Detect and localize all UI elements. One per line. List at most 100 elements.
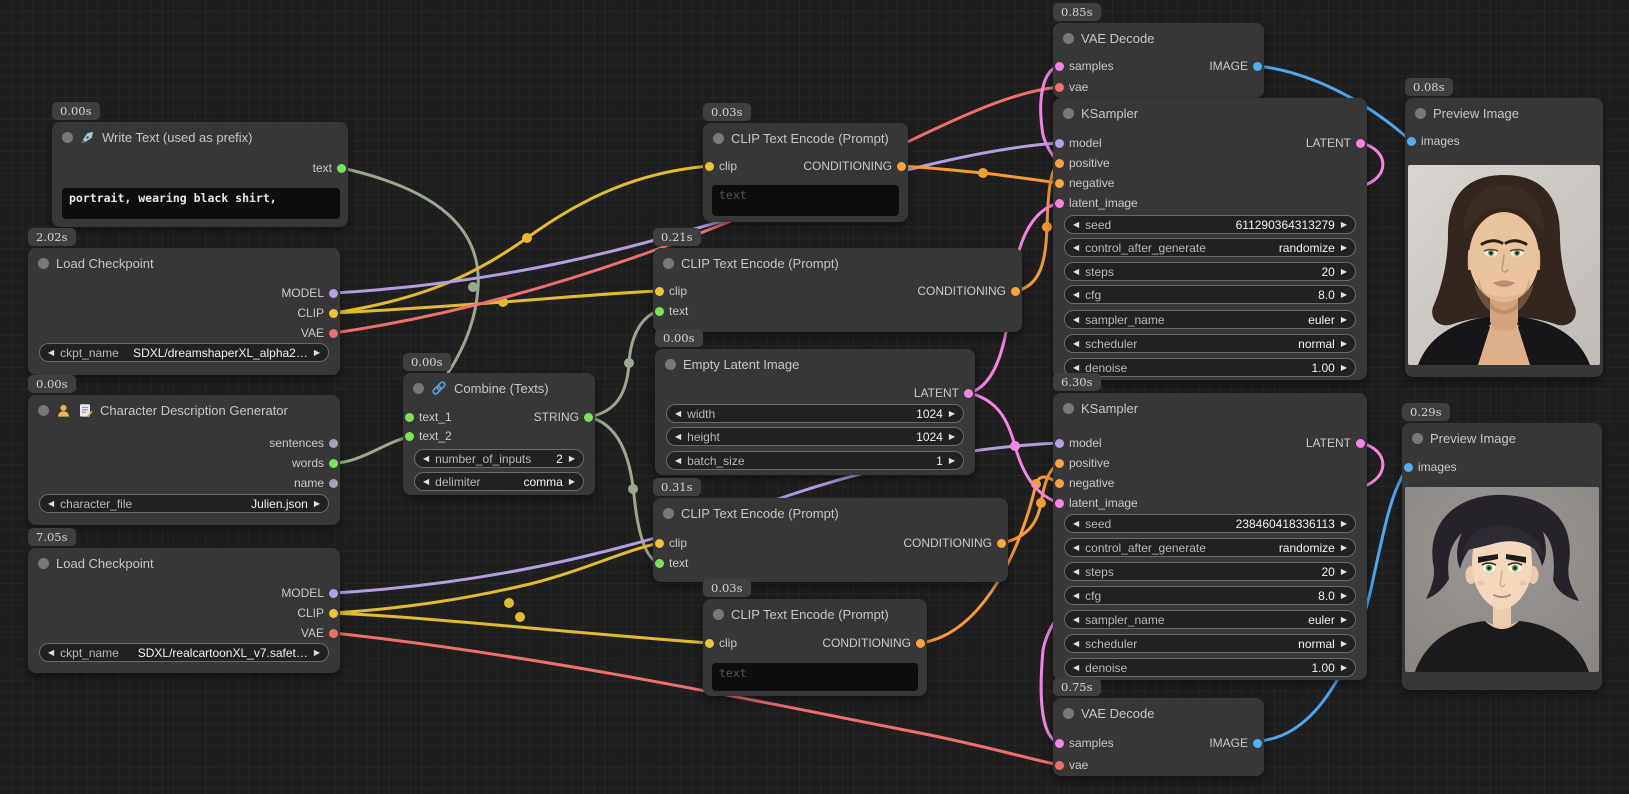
widget-delimiter[interactable]: ◀ delimiter comma ▶ <box>414 472 584 491</box>
node-preview-image-2[interactable]: 0.29s Preview Image images <box>1402 403 1602 690</box>
widget-height[interactable]: ◀ height 1024 ▶ <box>666 427 964 446</box>
node-combine-texts[interactable]: 0.00s Combine (Texts) text_1 text_2 STRING ◀… <box>403 353 595 495</box>
sentences-output-port[interactable] <box>329 438 338 448</box>
CONDITIONING-output-port[interactable] <box>997 538 1006 548</box>
widget-prev-arrow-icon[interactable]: ◀ <box>1073 519 1080 528</box>
widget-next-arrow-icon[interactable]: ▶ <box>568 477 575 486</box>
STRING-output-port[interactable] <box>584 412 593 422</box>
widget-prev-arrow-icon[interactable]: ◀ <box>423 477 430 486</box>
node-load-checkpoint-2[interactable]: 7.05s Load Checkpoint MODEL CLIP VAE ◀ ckpt_na… <box>28 528 340 673</box>
widget-prev-arrow-icon[interactable]: ◀ <box>1073 220 1080 229</box>
widget-prev-arrow-icon[interactable]: ◀ <box>423 454 430 463</box>
widget-prev-arrow-icon[interactable]: ◀ <box>1073 663 1080 672</box>
widget-seed[interactable]: ◀ seed 238460418336113 ▶ <box>1064 514 1356 533</box>
clip-input-port[interactable] <box>655 286 664 296</box>
widget-control_after_generate[interactable]: ◀ control_after_generate randomize ▶ <box>1064 238 1356 257</box>
prompt-textarea[interactable]: text <box>712 185 899 216</box>
vae-input-port[interactable] <box>1055 82 1064 92</box>
node-preview-image-1[interactable]: 0.08s Preview Image images <box>1405 78 1603 377</box>
latent_image-input-port[interactable] <box>1055 198 1064 208</box>
widget-next-arrow-icon[interactable]: ▶ <box>1340 639 1347 648</box>
text-input-port[interactable] <box>655 306 664 316</box>
widget-scheduler[interactable]: ◀ scheduler normal ▶ <box>1064 634 1356 653</box>
CONDITIONING-output-port[interactable] <box>916 638 925 648</box>
negative-input-port[interactable] <box>1055 178 1064 188</box>
widget-prev-arrow-icon[interactable]: ◀ <box>1073 591 1080 600</box>
widget-prev-arrow-icon[interactable]: ◀ <box>1073 290 1080 299</box>
widget-next-arrow-icon[interactable]: ▶ <box>313 499 320 508</box>
LATENT-output-port[interactable] <box>964 388 973 398</box>
widget-number_of_inputs[interactable]: ◀ number_of_inputs 2 ▶ <box>414 449 584 468</box>
clip-input-port[interactable] <box>705 638 714 648</box>
text-output-port[interactable] <box>337 163 346 173</box>
node-ksampler-1[interactable]: KSampler model positive negative latent_imag… <box>1053 98 1367 380</box>
node-clip-text-encode-1[interactable]: 0.03s CLIP Text Encode (Prompt) clip CONDIT… <box>703 103 908 222</box>
widget-prev-arrow-icon[interactable]: ◀ <box>1073 615 1080 624</box>
MODEL-output-port[interactable] <box>329 288 338 298</box>
widget-next-arrow-icon[interactable]: ▶ <box>948 432 955 441</box>
widget-prev-arrow-icon[interactable]: ◀ <box>1073 639 1080 648</box>
text_2-input-port[interactable] <box>405 431 414 441</box>
prompt-textarea[interactable]: text <box>712 663 918 691</box>
widget-seed[interactable]: ◀ seed 611290364313279 ▶ <box>1064 215 1356 234</box>
widget-width[interactable]: ◀ width 1024 ▶ <box>666 404 964 423</box>
widget-cfg[interactable]: ◀ cfg 8.0 ▶ <box>1064 586 1356 605</box>
text_1-input-port[interactable] <box>405 412 414 422</box>
prompt-textarea[interactable]: portrait, wearing black shirt, <box>62 188 340 219</box>
widget-prev-arrow-icon[interactable]: ◀ <box>1073 315 1080 324</box>
positive-input-port[interactable] <box>1055 158 1064 168</box>
model-input-port[interactable] <box>1055 438 1064 448</box>
widget-character_file[interactable]: ◀ character_file Julien.json ▶ <box>39 494 329 513</box>
widget-prev-arrow-icon[interactable]: ◀ <box>1073 267 1080 276</box>
widget-next-arrow-icon[interactable]: ▶ <box>313 648 320 657</box>
widget-next-arrow-icon[interactable]: ▶ <box>1340 663 1347 672</box>
text-input-port[interactable] <box>655 558 664 568</box>
node-clip-text-encode-2[interactable]: 0.21s CLIP Text Encode (Prompt) clip text CO… <box>653 228 1022 332</box>
widget-next-arrow-icon[interactable]: ▶ <box>1340 290 1347 299</box>
negative-input-port[interactable] <box>1055 478 1064 488</box>
widget-prev-arrow-icon[interactable]: ◀ <box>1073 567 1080 576</box>
widget-next-arrow-icon[interactable]: ▶ <box>1340 243 1347 252</box>
VAE-output-port[interactable] <box>329 328 338 338</box>
model-input-port[interactable] <box>1055 138 1064 148</box>
widget-next-arrow-icon[interactable]: ▶ <box>1340 315 1347 324</box>
clip-input-port[interactable] <box>655 538 664 548</box>
widget-next-arrow-icon[interactable]: ▶ <box>1340 267 1347 276</box>
widget-ckpt_name[interactable]: ◀ ckpt_name SDXL/dreamshaperXL_alpha2… ▶ <box>39 343 329 362</box>
widget-sampler_name[interactable]: ◀ sampler_name euler ▶ <box>1064 610 1356 629</box>
widget-denoise[interactable]: ◀ denoise 1.00 ▶ <box>1064 658 1356 677</box>
widget-prev-arrow-icon[interactable]: ◀ <box>1073 363 1080 372</box>
name-output-port[interactable] <box>329 478 338 488</box>
widget-prev-arrow-icon[interactable]: ◀ <box>675 432 682 441</box>
vae-input-port[interactable] <box>1055 760 1064 770</box>
VAE-output-port[interactable] <box>329 628 338 638</box>
widget-prev-arrow-icon[interactable]: ◀ <box>48 499 55 508</box>
LATENT-output-port[interactable] <box>1356 438 1365 448</box>
widget-next-arrow-icon[interactable]: ▶ <box>313 348 320 357</box>
widget-ckpt_name[interactable]: ◀ ckpt_name SDXL/realcartoonXL_v7.safet… ▶ <box>39 643 329 662</box>
node-empty-latent-image[interactable]: 0.00s Empty Latent Image LATENT ◀ width 1024 ▶… <box>655 329 975 475</box>
CONDITIONING-output-port[interactable] <box>1011 286 1020 296</box>
node-vae-decode-1[interactable]: 0.85s VAE Decode samples vae IMAGE <box>1053 3 1264 98</box>
widget-prev-arrow-icon[interactable]: ◀ <box>1073 543 1080 552</box>
widget-prev-arrow-icon[interactable]: ◀ <box>48 648 55 657</box>
widget-next-arrow-icon[interactable]: ▶ <box>948 456 955 465</box>
IMAGE-output-port[interactable] <box>1253 61 1262 71</box>
IMAGE-output-port[interactable] <box>1253 738 1262 748</box>
widget-next-arrow-icon[interactable]: ▶ <box>1340 591 1347 600</box>
widget-batch_size[interactable]: ◀ batch_size 1 ▶ <box>666 451 964 470</box>
samples-input-port[interactable] <box>1055 738 1064 748</box>
widget-next-arrow-icon[interactable]: ▶ <box>1340 543 1347 552</box>
node-character-description-generator[interactable]: 0.00s Character Description Generator sen… <box>28 375 340 525</box>
MODEL-output-port[interactable] <box>329 588 338 598</box>
widget-denoise[interactable]: ◀ denoise 1.00 ▶ <box>1064 358 1356 377</box>
images-input-port[interactable] <box>1404 462 1413 472</box>
widget-next-arrow-icon[interactable]: ▶ <box>1340 220 1347 229</box>
widget-sampler_name[interactable]: ◀ sampler_name euler ▶ <box>1064 310 1356 329</box>
widget-next-arrow-icon[interactable]: ▶ <box>568 454 575 463</box>
widget-prev-arrow-icon[interactable]: ◀ <box>48 348 55 357</box>
widget-next-arrow-icon[interactable]: ▶ <box>948 409 955 418</box>
widget-prev-arrow-icon[interactable]: ◀ <box>675 456 682 465</box>
samples-input-port[interactable] <box>1055 61 1064 71</box>
